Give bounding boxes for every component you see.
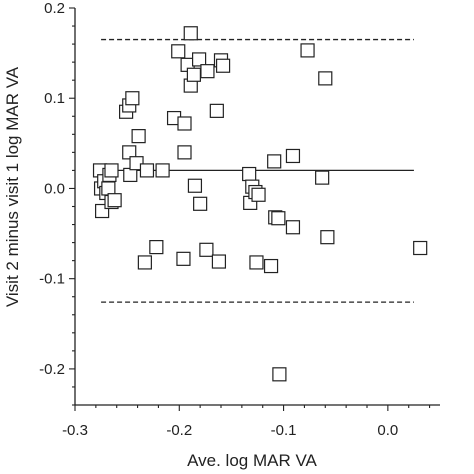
data-point-53 <box>315 170 330 185</box>
axes: 0.2 0.1 0.0 -0.1 -0.2 -0.3 -0.2 -0.1 0.0 <box>39 0 440 439</box>
data-point-43 <box>249 255 264 270</box>
data-point-13 <box>122 145 137 160</box>
data-point-44 <box>251 187 266 202</box>
x-tick-label-2: -0.1 <box>271 422 297 439</box>
data-point-51 <box>285 220 301 235</box>
data-point-23 <box>176 251 191 266</box>
x-tick-label-1: -0.2 <box>166 422 192 439</box>
data-point-46 <box>267 154 282 169</box>
data-point-33 <box>199 242 214 257</box>
y-tick-label-0: 0.2 <box>44 0 65 17</box>
data-point-34 <box>200 64 215 79</box>
data-point-56 <box>413 240 428 256</box>
x-axis-label: Ave. log MAR VA <box>187 451 317 470</box>
data-point-50 <box>285 148 301 164</box>
data-point-54 <box>318 71 333 86</box>
data-point-27 <box>183 26 198 41</box>
data-point-48 <box>271 211 286 226</box>
data-point-9 <box>107 193 122 208</box>
data-point-45 <box>263 258 279 274</box>
data-point-18 <box>139 163 155 178</box>
x-tick-label-0: -0.3 <box>62 422 88 439</box>
data-point-19 <box>149 240 164 255</box>
y-axis-label: Visit 2 minus visit 1 log MAR VA <box>3 66 22 307</box>
data-point-12 <box>125 91 140 106</box>
data-point-55 <box>320 230 335 245</box>
data-point-29 <box>186 67 201 82</box>
data-point-49 <box>272 367 287 382</box>
y-tick-label-4: -0.2 <box>39 361 65 378</box>
data-point-30 <box>187 178 203 193</box>
data-point-16 <box>131 129 146 144</box>
data-points <box>92 26 428 382</box>
data-point-39 <box>242 166 257 182</box>
data-point-5 <box>101 181 116 196</box>
data-point-15 <box>129 156 144 171</box>
data-point-52 <box>300 43 315 58</box>
x-tick-label-3: 0.0 <box>377 422 398 439</box>
data-point-35 <box>209 103 224 118</box>
y-tick-label-1: 0.1 <box>44 90 65 107</box>
y-tick-label-3: -0.1 <box>39 271 65 288</box>
data-point-24 <box>177 116 192 131</box>
data-point-7 <box>104 163 119 178</box>
data-point-22 <box>171 44 186 59</box>
data-point-17 <box>137 255 152 270</box>
data-point-36 <box>211 254 227 269</box>
data-point-14 <box>123 167 138 183</box>
y-tick-label-2: 0.0 <box>44 180 65 197</box>
data-point-25 <box>177 145 192 160</box>
data-point-20 <box>155 163 170 178</box>
data-point-32 <box>193 196 208 211</box>
data-point-38 <box>215 58 231 73</box>
data-point-31 <box>192 52 207 67</box>
